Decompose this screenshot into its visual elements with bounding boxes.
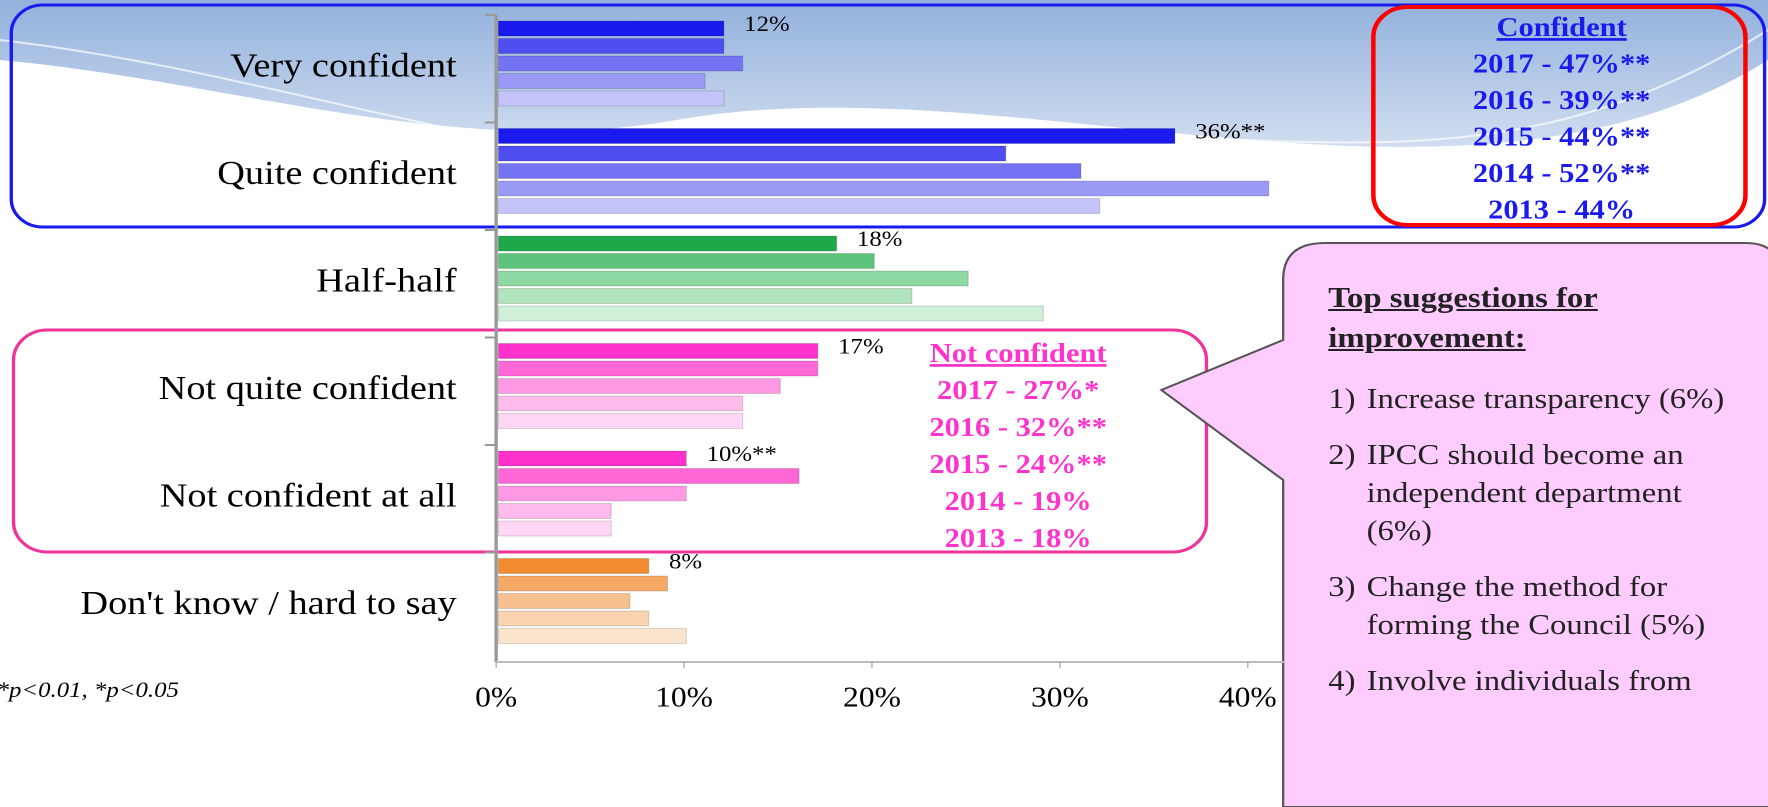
bar [497,558,650,574]
bar [497,163,1082,179]
not_confident-title: Not confident [930,339,1107,369]
confident-line: 2015 - 44%** [1473,122,1651,152]
bar [497,235,838,252]
bar [497,343,819,359]
bar [497,520,612,537]
bar [497,55,744,72]
x-tick-label: 30% [1031,682,1089,713]
confident-frame [9,3,1767,229]
item-number: 1) [1328,383,1356,415]
bar [497,503,612,519]
suggestion-item: 3) Change the method for forming the Coun… [1328,568,1745,644]
suggestions-title: Top suggestions for improvement: [1328,282,1598,354]
not_confident-line: 2013 - 18% [945,524,1092,554]
item-text: IPCC should become an independent depart… [1366,439,1684,547]
suggestion-item: 1) Increase transparency (6%) [1328,380,1745,418]
x-tick-label: 40% [1219,682,1277,713]
y-tick-label: Half-half [316,262,457,300]
suggestion-item: 4) Involve individuals from [1328,662,1745,700]
confident-line: 2016 - 39%** [1473,86,1651,116]
item-text: Involve individuals from [1366,665,1692,697]
bar [497,198,1101,214]
bar [497,305,1044,322]
value-label: 18% [857,227,902,251]
y-tick-label: Not confident at all [160,477,457,515]
bar [497,378,781,394]
not-confident-frame [11,328,1209,554]
confident-line: 2014 - 52%** [1473,159,1651,189]
footnote: **p<0.01, *p<0.05 [0,678,179,702]
item-text: Increase transparency (6%) [1366,383,1725,415]
item-number: 4) [1328,665,1356,697]
value-label: 8% [669,550,702,574]
x-tick-label: 10% [655,682,713,713]
bar [497,610,650,627]
bar [497,145,1007,162]
bar [497,360,819,377]
value-label: 12% [744,12,789,36]
suggestions: Top suggestions for improvement: 1) Increa… [1328,278,1745,718]
bar [497,468,800,484]
bar [497,253,875,269]
bar [497,270,969,287]
item-number: 3) [1328,571,1356,603]
bar [497,450,687,467]
not_confident-line: 2014 - 19% [945,487,1092,517]
bar [497,128,1176,144]
not_confident-line: 2015 - 24%** [929,450,1107,480]
item-text: Change the method for forming the Counci… [1366,571,1706,641]
y-tick-label: Very confident [230,47,457,85]
not_confident-line: 2016 - 32%** [929,413,1107,443]
bar [497,38,725,54]
value-label: 17% [838,335,883,359]
bar [497,288,913,304]
item-number: 2) [1328,439,1356,471]
not_confident-line: 2017 - 27%* [937,376,1099,406]
confident-title: Confident [1497,13,1628,43]
suggestions-callout [1159,242,1768,807]
background-wave [0,0,1768,147]
bar [497,575,669,592]
confident-line: 2013 - 44% [1488,195,1635,225]
y-tick-label: Not quite confident [159,369,457,407]
bar [497,413,744,429]
bar [497,395,744,412]
bar [497,180,1270,197]
confident-line: 2017 - 47%** [1473,49,1651,79]
x-tick-label: 20% [843,682,901,713]
y-tick-label: Quite confident [217,154,456,192]
bar [497,485,687,502]
bar [497,593,631,609]
bar [497,20,725,37]
bar [497,73,706,89]
suggestion-item: 2) IPCC should become an independent depa… [1328,436,1745,550]
value-label: 10%** [707,442,777,466]
bar [497,90,725,107]
value-label: 36%** [1195,120,1265,144]
bar [497,628,687,644]
y-tick-label: Don't know / hard to say [80,584,456,622]
confident-box [1371,5,1748,227]
x-tick-label: 0% [475,682,517,713]
